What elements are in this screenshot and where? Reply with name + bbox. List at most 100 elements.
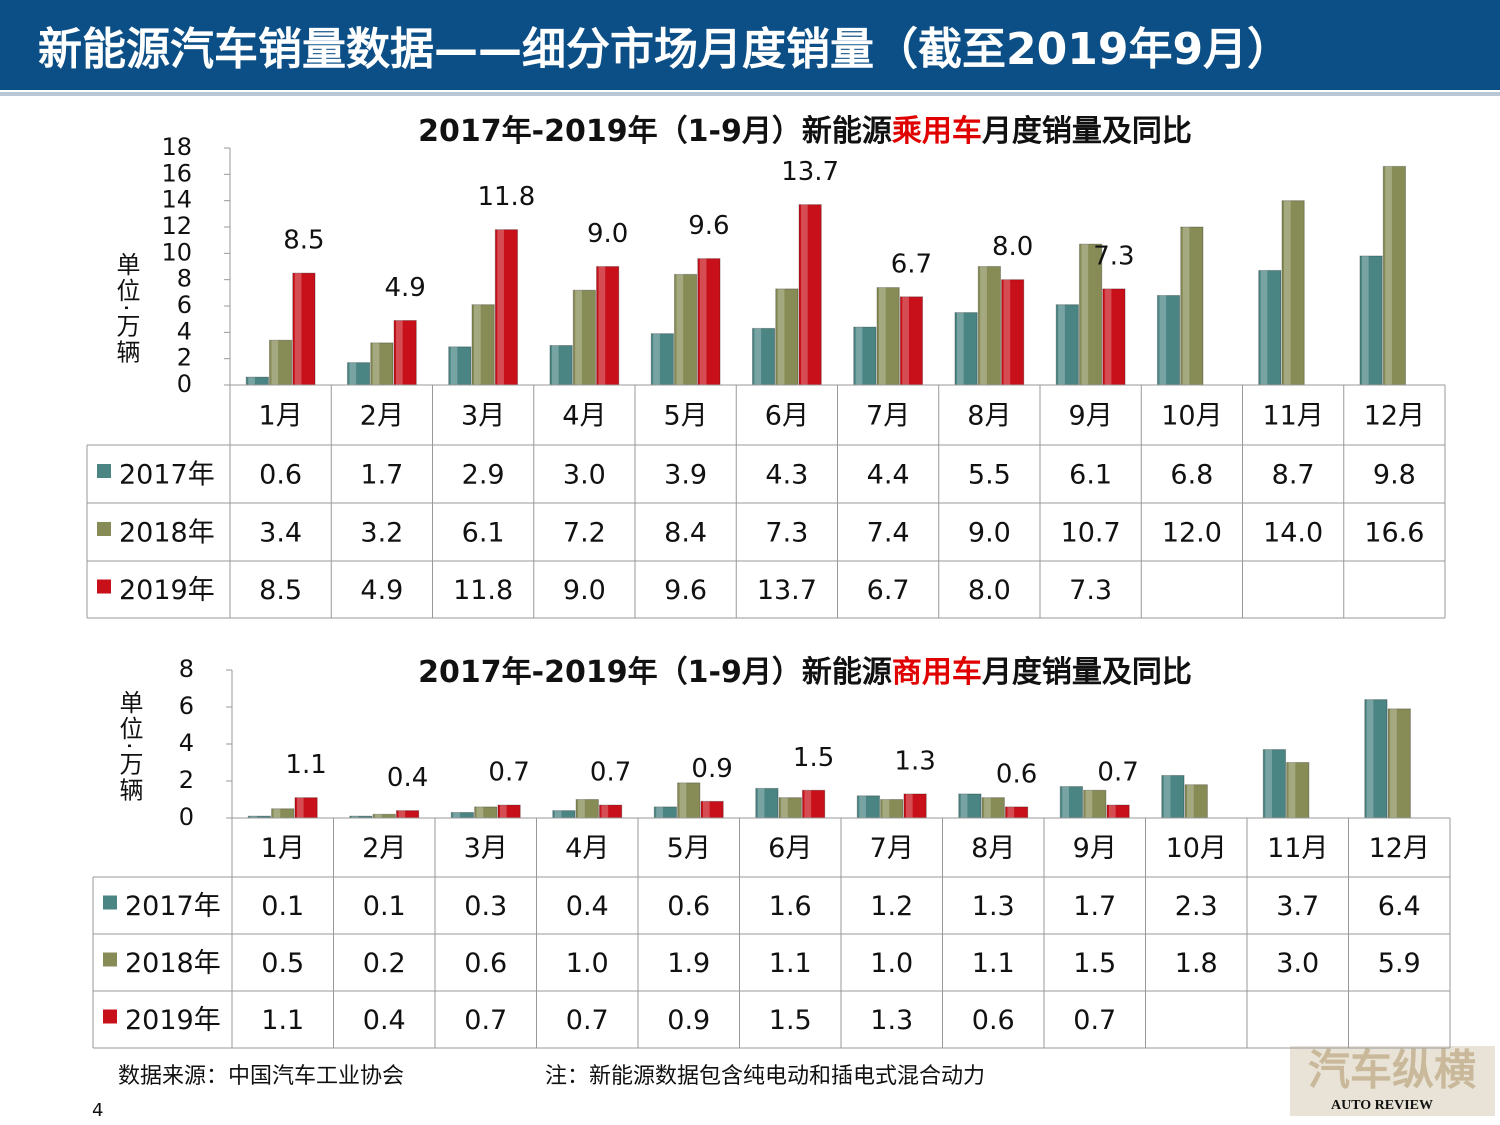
table-cell: 1.6 — [769, 891, 812, 922]
bar-highlight — [497, 229, 504, 385]
y-tick-label: 4 — [177, 317, 192, 345]
bar-highlight — [801, 204, 808, 385]
x-tick-label: 4月 — [565, 833, 609, 864]
table-cell: 9.8 — [1373, 460, 1416, 491]
x-tick-label: 9月 — [1069, 401, 1113, 432]
table-cell: 9.0 — [968, 518, 1011, 549]
table-cell: 1.1 — [769, 948, 812, 979]
y-tick-label: 18 — [161, 133, 192, 161]
table-cell: 1.0 — [566, 948, 609, 979]
bar-highlight — [575, 290, 582, 385]
table-cell: 0.1 — [261, 891, 304, 922]
title-part: 商用车 — [892, 655, 982, 690]
bar-highlight — [476, 806, 484, 818]
table-cell: 1.9 — [667, 948, 710, 979]
x-tick-label: 8月 — [967, 401, 1011, 432]
legend-label: 2017年 — [125, 891, 221, 922]
bar-highlight — [1062, 786, 1069, 818]
bar-highlight — [1058, 304, 1065, 385]
bar-highlight — [499, 805, 507, 818]
bar-highlight — [296, 797, 304, 818]
table-cell: 9.0 — [563, 575, 606, 606]
table-cell: 9.6 — [664, 575, 707, 606]
bar-highlight — [271, 340, 279, 385]
x-tick-label: 12月 — [1369, 833, 1430, 864]
title-part: 月度销量及同比 — [982, 655, 1192, 690]
table-cell: 4.3 — [765, 460, 808, 491]
y-tick-label: 8 — [179, 655, 194, 683]
x-tick-label: 12月 — [1364, 401, 1425, 432]
data-label: 11.8 — [477, 182, 535, 212]
title-part: 2017年-2019年（1-9月）新能源 — [418, 655, 892, 690]
title-part: 月度销量及同比 — [982, 114, 1192, 149]
y-tick-label: 6 — [177, 291, 192, 319]
legend-swatch — [97, 522, 111, 536]
bar-highlight — [1265, 749, 1272, 818]
table-cell: 2.9 — [462, 460, 505, 491]
table-cell: 0.2 — [363, 948, 406, 979]
table-cell: 0.4 — [363, 1005, 406, 1036]
title-part: 2017年-2019年（1-9月）新能源 — [418, 114, 892, 149]
bar-highlight — [1361, 255, 1369, 385]
data-label: 1.1 — [285, 750, 326, 780]
data-label: 9.0 — [587, 219, 628, 249]
y-tick-label: 12 — [161, 212, 192, 240]
y-tick-label: 14 — [161, 186, 192, 214]
page-number: 4 — [92, 1100, 103, 1121]
x-tick-label: 7月 — [870, 833, 914, 864]
y-tick-label: 8 — [177, 265, 192, 293]
bar-highlight — [551, 345, 559, 385]
data-label: 6.7 — [891, 249, 932, 279]
table-cell: 7.3 — [765, 518, 808, 549]
table-cell: 0.9 — [667, 1005, 710, 1036]
table-cell: 1.7 — [360, 460, 403, 491]
title-part: 乘用车 — [892, 114, 982, 149]
table-cell: 6.8 — [1170, 460, 1213, 491]
data-label: 8.0 — [992, 232, 1033, 262]
legend-swatch — [103, 895, 117, 910]
footer-note: 注：新能源数据包含纯电动和插电式混合动力 — [545, 1064, 985, 1089]
table-cell: 8.0 — [968, 575, 1011, 606]
bar-highlight — [781, 797, 788, 818]
bar-highlight — [1187, 784, 1194, 818]
table-cell: 1.3 — [972, 891, 1015, 922]
data-label: 0.4 — [387, 763, 428, 793]
table-cell: 0.5 — [261, 948, 304, 979]
bar-highlight — [754, 328, 762, 385]
table-cell: 0.1 — [363, 891, 406, 922]
legend-label: 2019年 — [119, 575, 215, 606]
table-cell: 0.6 — [464, 948, 507, 979]
table-cell: 7.4 — [867, 518, 910, 549]
table-cell: 8.5 — [259, 575, 302, 606]
data-label: 8.5 — [283, 226, 324, 256]
x-tick-label: 3月 — [464, 833, 508, 864]
table-cell: 4.9 — [360, 575, 403, 606]
bar-highlight — [1163, 775, 1171, 818]
table-cell: 5.5 — [968, 460, 1011, 491]
table-cell: 6.1 — [1069, 460, 1112, 491]
data-label: 0.7 — [1097, 758, 1138, 788]
y-tick-label: 6 — [179, 692, 194, 720]
x-tick-label: 3月 — [461, 401, 505, 432]
bar-highlight — [1003, 279, 1011, 385]
table-cell: 0.7 — [566, 1005, 609, 1036]
table-cell: 6.7 — [867, 575, 910, 606]
y-tick-label: 16 — [161, 159, 192, 187]
bar-highlight — [653, 333, 660, 385]
x-tick-label: 11月 — [1262, 401, 1323, 432]
header-title: 新能源汽车销量数据——细分市场月度销量（截至2019年9月） — [38, 24, 1291, 75]
bar-highlight — [1366, 699, 1374, 818]
legend-label: 2017年 — [119, 460, 215, 491]
data-label: 7.3 — [1093, 241, 1134, 271]
legend-label: 2018年 — [119, 518, 215, 549]
x-tick-label: 5月 — [667, 833, 711, 864]
bar-highlight — [757, 788, 765, 818]
bar-highlight — [273, 808, 281, 818]
x-tick-label: 2月 — [360, 401, 404, 432]
bar-highlight — [398, 810, 406, 818]
table-cell: 0.7 — [464, 1005, 507, 1036]
x-tick-label: 2月 — [362, 833, 406, 864]
bar-highlight — [453, 812, 460, 818]
x-tick-label: 8月 — [971, 833, 1015, 864]
